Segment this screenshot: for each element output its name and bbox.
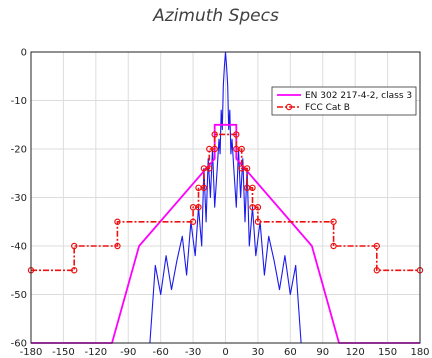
x-tick-label: 60: [284, 347, 297, 358]
fcc-marker: [211, 131, 218, 138]
chart-title: Azimuth Specs: [153, 6, 279, 26]
fcc-marker: [114, 218, 121, 225]
fcc-marker: [330, 242, 337, 250]
fcc-marker: [71, 267, 78, 274]
x-tick-label: -180: [20, 347, 43, 358]
legend-label-fcc: FCC Cat B: [305, 103, 350, 113]
y-tick-label: -50: [11, 290, 27, 301]
fcc-marker: [114, 242, 121, 250]
y-tick-label: -30: [11, 193, 27, 204]
fcc-marker: [211, 145, 218, 153]
fcc-marker: [373, 267, 380, 274]
x-tick-label: 180: [410, 347, 429, 358]
legend-label-en: EN 302 217-4-2, class 3: [305, 91, 412, 101]
plot-frame: [30, 51, 421, 344]
x-tick-label: -90: [120, 347, 136, 358]
x-tick-label: 0: [222, 347, 228, 358]
fcc-marker: [373, 242, 380, 250]
legend-marker-fcc: [285, 103, 293, 111]
fcc-marker: [189, 218, 197, 225]
x-tick-label: -30: [185, 347, 201, 358]
y-tick-label: -60: [11, 339, 27, 350]
y-tick-label: -20: [11, 145, 27, 156]
axis-tick-labels: -180 -150 -120 -90 -60 -30 0 30 60 90 120 150 180 0 -1…: [11, 48, 430, 358]
fcc-marker: [206, 165, 213, 172]
x-tick-label: -150: [52, 347, 75, 358]
fcc-marker: [71, 242, 78, 250]
fcc-marker: [243, 165, 251, 172]
legend-box: [271, 86, 417, 116]
legend: EN 302 217-4-2, class 3 FCC Cat B: [271, 86, 417, 116]
series-line-fcc-cat-b: [31, 133, 420, 272]
x-tick-label: 120: [346, 347, 365, 358]
x-tick-label: 90: [316, 347, 329, 358]
x-tick-label: 150: [378, 347, 397, 358]
fcc-marker: [254, 218, 262, 225]
fcc-marker: [254, 203, 262, 211]
fcc-marker: [233, 131, 240, 138]
fcc-marker: [330, 218, 337, 225]
fcc-marker: [249, 184, 256, 191]
y-tick-label: -40: [11, 242, 27, 253]
series-line-en-302-217: [31, 123, 420, 344]
x-tick-label: -120: [84, 347, 107, 358]
fcc-marker: [200, 184, 208, 191]
y-tick-label: 0: [21, 48, 27, 59]
y-tick-label: -10: [11, 96, 27, 107]
fcc-marker: [238, 145, 245, 153]
fcc-marker: [195, 203, 202, 211]
x-tick-label: 30: [252, 347, 265, 358]
x-tick-label: -60: [152, 347, 168, 358]
